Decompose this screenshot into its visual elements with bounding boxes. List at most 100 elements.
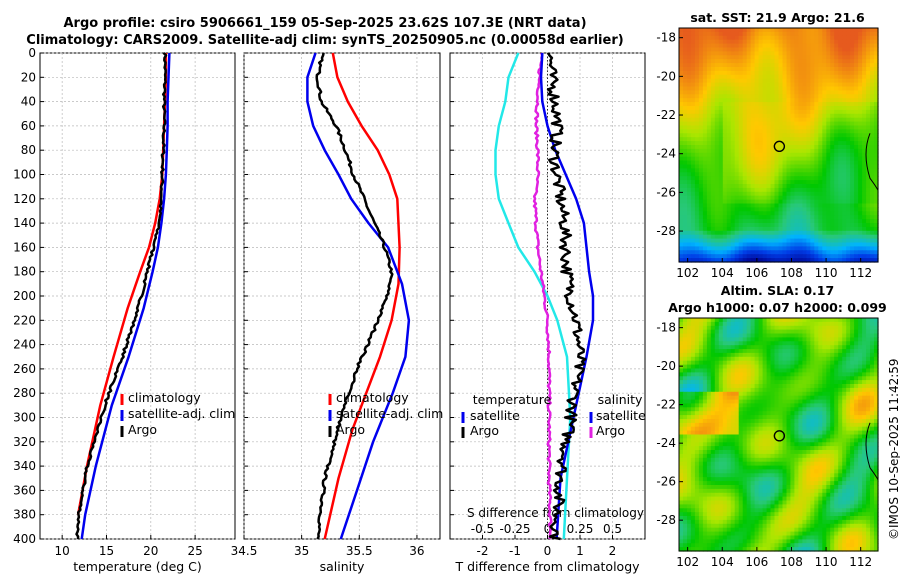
map-cell xyxy=(694,426,700,432)
map-cell xyxy=(798,446,803,451)
map-cell xyxy=(794,78,799,84)
map-cell xyxy=(806,360,811,366)
map-cell xyxy=(742,133,748,138)
map-cell xyxy=(790,384,795,389)
map-cell xyxy=(866,442,871,447)
map-cell xyxy=(806,372,811,377)
map-cell xyxy=(874,109,879,115)
map-cell xyxy=(798,51,803,56)
map-cell xyxy=(838,426,843,432)
map-cell xyxy=(742,211,748,216)
map-cell xyxy=(810,333,815,338)
map-cell xyxy=(718,195,724,201)
map-cell xyxy=(822,395,827,401)
map-cell xyxy=(730,184,736,189)
map-cell xyxy=(730,219,736,224)
map-cell xyxy=(778,133,784,138)
map-cell xyxy=(718,360,724,366)
map-cell xyxy=(762,102,768,107)
map-cell xyxy=(838,360,843,366)
map-cell xyxy=(706,438,712,443)
map-cell xyxy=(826,360,831,366)
map-cell xyxy=(870,411,875,416)
map-cell xyxy=(810,106,815,111)
map-cell xyxy=(702,39,708,45)
map-cell xyxy=(866,133,871,138)
map-cell xyxy=(858,352,863,358)
map-cell xyxy=(830,446,835,451)
map-cell xyxy=(866,430,871,436)
map-cell xyxy=(679,39,684,45)
map-cell xyxy=(858,141,863,146)
map-cell xyxy=(822,156,827,162)
map-cell xyxy=(750,341,756,346)
map-cell xyxy=(726,35,732,41)
map-cell xyxy=(806,35,811,41)
map-cell xyxy=(834,82,839,88)
map-cell xyxy=(690,137,696,142)
map-cell xyxy=(734,387,740,393)
map-cell xyxy=(710,372,716,377)
map-cell xyxy=(750,195,756,201)
map-cell xyxy=(687,399,692,405)
map-cell xyxy=(854,387,859,393)
map-cell xyxy=(754,78,760,84)
map-cell xyxy=(814,187,819,193)
map-cell xyxy=(698,102,704,107)
map-cell xyxy=(822,160,827,166)
map-cell xyxy=(738,364,744,370)
map-cell xyxy=(758,368,764,373)
map-cell xyxy=(770,434,776,439)
map-cell xyxy=(834,160,839,166)
map-cell xyxy=(826,223,831,228)
map-cell xyxy=(858,70,863,76)
map-cell xyxy=(838,364,843,370)
map-cell xyxy=(758,411,764,416)
map-cell xyxy=(698,207,704,212)
map-cell xyxy=(687,59,692,64)
map-cell xyxy=(718,74,724,80)
map-cell xyxy=(826,156,831,162)
map-cell xyxy=(722,219,728,224)
map-cell xyxy=(754,199,760,205)
map-cell xyxy=(854,133,859,138)
map-cell xyxy=(766,39,772,45)
map-cell xyxy=(687,422,692,428)
map-cell xyxy=(834,59,839,64)
y-tick-label: 80 xyxy=(21,143,36,157)
map-cell xyxy=(850,180,855,185)
map-cell xyxy=(834,176,839,181)
map-cell xyxy=(722,395,728,401)
map-cell xyxy=(830,39,835,45)
map-cell xyxy=(722,242,728,247)
map-cell xyxy=(694,94,700,99)
map-cell xyxy=(770,333,776,338)
map-cell xyxy=(742,372,748,377)
map-frame xyxy=(678,27,879,263)
map-cell xyxy=(786,168,792,173)
map-cell xyxy=(782,94,788,99)
map-cell xyxy=(814,372,819,377)
map-cell xyxy=(806,70,811,76)
map-cell xyxy=(754,113,760,119)
map-cell xyxy=(782,450,788,455)
map-cell xyxy=(874,28,879,33)
map-cell xyxy=(854,129,859,134)
map-cell xyxy=(870,28,875,33)
map-cell xyxy=(834,325,839,331)
map-cell xyxy=(790,35,795,41)
map-cell xyxy=(794,426,799,432)
map-cell xyxy=(834,411,839,416)
map-cell xyxy=(830,411,835,416)
y-tick-label: 340 xyxy=(13,459,36,473)
map-cell xyxy=(683,207,688,212)
map-cell xyxy=(718,59,724,64)
map-cell xyxy=(762,70,768,76)
map-cell xyxy=(734,168,740,173)
map-cell xyxy=(714,59,720,64)
map-cell xyxy=(850,141,855,146)
map-cell xyxy=(722,90,728,95)
map-cell xyxy=(734,137,740,142)
map-cell xyxy=(734,59,740,64)
map-cell xyxy=(714,106,720,111)
